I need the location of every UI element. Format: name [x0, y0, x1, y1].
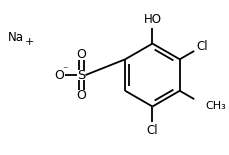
Text: O: O: [76, 48, 86, 61]
Text: O: O: [54, 69, 64, 82]
Text: Cl: Cl: [146, 124, 158, 137]
Text: +: +: [25, 37, 34, 47]
Text: O: O: [76, 89, 86, 102]
Text: Cl: Cl: [195, 40, 207, 53]
Text: ⁻: ⁻: [62, 65, 67, 75]
Text: Na: Na: [8, 31, 24, 44]
Text: CH₃: CH₃: [204, 101, 225, 111]
Text: HO: HO: [143, 13, 161, 27]
Text: S: S: [77, 69, 85, 82]
